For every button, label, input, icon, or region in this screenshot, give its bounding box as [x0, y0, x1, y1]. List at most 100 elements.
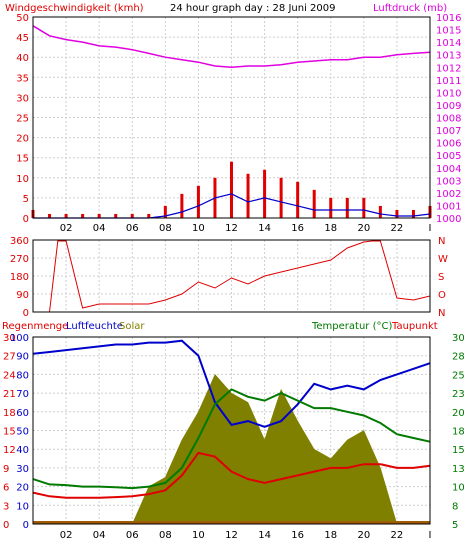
weather-ytick-rain: 0 [3, 520, 9, 531]
wind-ytick-right: 1011 [436, 76, 461, 87]
direction-line [33, 240, 431, 313]
wind-bar [246, 173, 250, 218]
weather-ytick-temp: 18 [452, 427, 465, 438]
wind-bar [64, 213, 68, 218]
weather-ytick-temp: 8 [452, 501, 458, 512]
wind-ytick-right: 1012 [436, 63, 461, 74]
wind-ytick-right: 1005 [436, 151, 461, 162]
wind-bar [411, 209, 415, 218]
dir-ytick-right: N [438, 236, 445, 247]
wind-ytick-right: 1008 [436, 114, 461, 125]
header-right: Luftdruck (mb) [373, 3, 447, 14]
weather-xtick: 14 [258, 530, 271, 541]
wind-ytick-right: 1001 [436, 201, 461, 212]
dir-ytick-right: S [438, 272, 444, 283]
wind-ytick-right: 1013 [436, 51, 461, 62]
wind-bar [362, 197, 366, 218]
weather-label-left1: Regenmenge [2, 321, 68, 332]
wind-ytick-right: 1009 [436, 101, 461, 112]
wind-ytick-left: 45 [16, 33, 29, 44]
weather-ytick-rain: 27 [3, 352, 16, 363]
weather-ytick-rain: 3 [3, 501, 9, 512]
weather-xtick: 06 [126, 530, 139, 541]
wind-ytick-right: 1015 [436, 26, 461, 37]
dewpoint-line [32, 451, 431, 499]
weather-ytick-humidity: 40 [16, 445, 29, 456]
solar-area [33, 373, 430, 525]
pressure-line [32, 25, 431, 69]
wind-bar [345, 197, 349, 218]
weather-ytick-humidity: 30 [16, 464, 29, 475]
wind-bar [263, 169, 267, 218]
weather-ytick-humidity: 60 [16, 408, 29, 419]
dir-ytick-left: 180 [10, 272, 29, 283]
humidity-line [32, 339, 431, 428]
weather-xtick: 18 [324, 530, 337, 541]
weather-ytick-temp: 5 [452, 520, 458, 531]
weather-xtick: 04 [93, 530, 106, 541]
header-center: 24 hour graph day : 28 Juni 2009 [170, 3, 336, 14]
wind-ytick-left: 20 [16, 134, 29, 145]
wind-bar [114, 213, 118, 218]
weather-ytick-temp: 10 [452, 483, 465, 494]
wind-xtick: 08 [159, 223, 172, 234]
weather-ytick-rain: 18 [3, 408, 16, 419]
weather-xtick: 22 [391, 530, 404, 541]
wind-xtick: I [429, 223, 432, 234]
wind-ytick-left: 25 [16, 114, 29, 125]
wind-ytick-left: 35 [16, 73, 29, 84]
wind-ytick-right: 1004 [436, 164, 461, 175]
dir-ytick-left: 90 [16, 290, 29, 301]
wind-xtick: 16 [291, 223, 304, 234]
weather-label-left2: Luftfeuchte [66, 321, 123, 332]
wind-ytick-left: 40 [16, 53, 29, 64]
weather-ytick-humidity: 70 [16, 389, 29, 400]
rain-bar-baseline [33, 521, 430, 524]
wind-xtick: 12 [225, 223, 238, 234]
weather-ytick-rain: 12 [3, 445, 16, 456]
weather-ytick-humidity: 50 [16, 427, 29, 438]
wind-bar [97, 213, 101, 218]
wind-ytick-right: 1002 [436, 189, 461, 200]
weather-ytick-temp: 20 [452, 408, 465, 419]
wind-bar [196, 185, 200, 218]
dir-ytick-left: 0 [23, 308, 29, 319]
weather-ytick-humidity: 80 [16, 370, 29, 381]
wind-bar [329, 197, 333, 218]
wind-ytick-left: 5 [23, 194, 29, 205]
wind-ytick-left: 0 [23, 214, 29, 225]
weather-frame [32, 336, 431, 525]
wind-ytick-right: 1016 [436, 13, 461, 24]
weather-ytick-temp: 15 [452, 445, 465, 456]
wind-xtick: 10 [192, 223, 205, 234]
wind-bar [230, 161, 233, 218]
wind-xtick: 20 [357, 223, 370, 234]
weather-ytick-temp: 13 [452, 464, 465, 475]
wind-xtick: 14 [258, 223, 271, 234]
weather-xtick: 10 [192, 530, 205, 541]
weather-ytick-rain: 15 [3, 427, 16, 438]
weather-xtick: 20 [357, 530, 370, 541]
wind-bar [130, 213, 134, 218]
wind-bar [395, 209, 399, 218]
weather-label-solar: Solar [119, 321, 145, 332]
wind-bar [312, 189, 316, 218]
weather-ytick-temp: 28 [452, 352, 465, 363]
wind-ytick-right: 1014 [436, 38, 461, 49]
wind-bar [81, 213, 85, 218]
wind-xtick: 06 [126, 223, 139, 234]
weather-label-temp: Temperatur (°C) [311, 321, 392, 332]
weather-ytick-temp: 30 [452, 333, 465, 344]
wind-bar [180, 193, 184, 218]
wind-ytick-left: 50 [16, 13, 29, 24]
dir-ytick-right: O [438, 290, 446, 301]
weather-xtick: I [429, 530, 432, 541]
wind-xtick: 18 [324, 223, 337, 234]
weather-xtick: 08 [159, 530, 172, 541]
weather-label-dew: Taupunkt [391, 321, 438, 332]
weather-ytick-humidity: 10 [16, 501, 29, 512]
wind-bar [163, 205, 167, 218]
weather-xtick: 02 [60, 530, 73, 541]
wind-bar [296, 181, 300, 218]
